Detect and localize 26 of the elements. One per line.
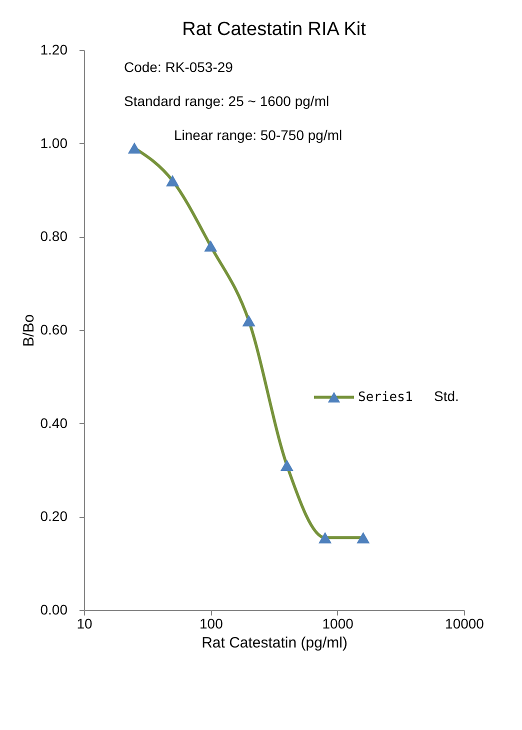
y-axis-title: B/Bo bbox=[20, 314, 38, 347]
x-axis-title: Rat Catestatin (pg/ml) bbox=[202, 634, 348, 652]
point bbox=[166, 175, 180, 186]
point bbox=[280, 460, 294, 471]
chart-title: Rat Catestatin RIA Kit bbox=[182, 19, 367, 40]
annotation: Linear range: 50-750 pg/ml bbox=[174, 127, 342, 143]
annotation: Standard range: 25 ~ 1600 pg/ml bbox=[124, 93, 330, 109]
legend-label: Series1 bbox=[358, 390, 413, 406]
point bbox=[204, 240, 218, 252]
point bbox=[242, 315, 256, 326]
point bbox=[318, 532, 332, 544]
point bbox=[356, 532, 370, 544]
y-tick-label: 0.40 bbox=[40, 414, 68, 431]
point bbox=[128, 142, 141, 154]
y-tick-label: 1.00 bbox=[40, 134, 68, 151]
x-tick-label: 1000 bbox=[322, 616, 354, 632]
y-tick-label: 0.80 bbox=[40, 228, 68, 244]
x-tick-label: 100 bbox=[199, 616, 224, 632]
y-tick-label: 0.00 bbox=[40, 602, 68, 618]
annotation: Std. bbox=[434, 388, 459, 404]
y-tick-label: 0.20 bbox=[40, 508, 68, 524]
y-tick-label: 0.60 bbox=[40, 322, 68, 338]
x-tick-label: 10 bbox=[76, 616, 92, 632]
annotation: Code: RK-053-29 bbox=[124, 59, 234, 75]
x-tick-label: 10000 bbox=[445, 616, 484, 632]
y-tick-label: 1.20 bbox=[40, 42, 68, 58]
